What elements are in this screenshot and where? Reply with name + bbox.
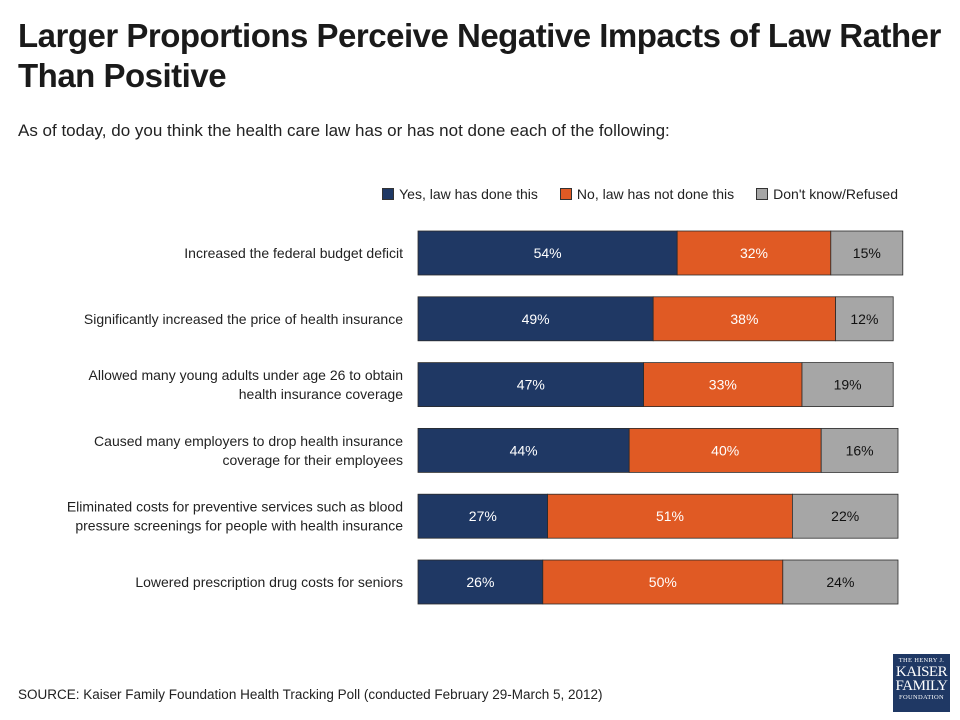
data-label: 15% bbox=[853, 245, 881, 261]
category-label: Increased the federal budget deficit bbox=[184, 245, 403, 261]
category-label: Caused many employers to drop health ins… bbox=[94, 433, 403, 468]
bar-segment-dont-know bbox=[782, 559, 899, 605]
logo-line-4: FOUNDATION bbox=[899, 694, 944, 701]
bar-segment-yes bbox=[417, 362, 645, 408]
category-label: Eliminated costs for preventive services… bbox=[67, 499, 403, 534]
logo-line-3: FAMILY bbox=[895, 678, 948, 694]
source-note: SOURCE: Kaiser Family Foundation Health … bbox=[18, 687, 603, 702]
chart-subtitle: As of today, do you think the health car… bbox=[18, 121, 670, 140]
data-label: 49% bbox=[522, 311, 550, 327]
bar-segment-no bbox=[547, 493, 793, 539]
legend-swatch bbox=[756, 188, 769, 200]
data-label: 22% bbox=[831, 508, 859, 524]
data-label: 19% bbox=[834, 377, 862, 393]
bar-segment-dont-know bbox=[801, 362, 894, 408]
data-label: 54% bbox=[534, 245, 562, 261]
category-label: Significantly increased the price of hea… bbox=[84, 311, 403, 327]
bar-segment-dont-know bbox=[820, 427, 899, 473]
bar-segment-no bbox=[628, 427, 822, 473]
data-label: 33% bbox=[709, 377, 737, 393]
bar-row: Eliminated costs for preventive services… bbox=[67, 493, 899, 539]
bar-segment-dont-know bbox=[792, 493, 899, 539]
chart-legend: Yes, law has done this No, law has not do… bbox=[360, 186, 898, 202]
legend-swatch bbox=[382, 188, 395, 200]
bar-segment-yes bbox=[417, 559, 544, 605]
legend-item-3: Don't know/Refused bbox=[756, 186, 898, 202]
bar-row: Significantly increased the price of hea… bbox=[84, 296, 894, 342]
bar-row: Caused many employers to drop health ins… bbox=[94, 427, 899, 473]
data-label: 51% bbox=[656, 508, 684, 524]
bar-segment-dont-know bbox=[835, 296, 894, 342]
legend-item-1: Yes, law has done this bbox=[382, 186, 538, 202]
bar-segment-no bbox=[676, 230, 832, 276]
legend-label: No, law has not done this bbox=[576, 186, 735, 202]
bar-segment-yes bbox=[417, 296, 654, 342]
data-label: 12% bbox=[850, 311, 878, 327]
logo-line-1: THE HENRY J. bbox=[898, 657, 945, 664]
data-label: 50% bbox=[649, 574, 677, 590]
legend-label: Yes, law has done this bbox=[399, 186, 538, 202]
legend-item-2: No, law has not done this bbox=[559, 186, 735, 202]
data-label: 27% bbox=[469, 508, 497, 524]
legend-swatch bbox=[559, 188, 572, 200]
data-label: 16% bbox=[846, 442, 874, 458]
data-label: 40% bbox=[711, 442, 739, 458]
data-label: 47% bbox=[517, 377, 545, 393]
data-label: 32% bbox=[740, 245, 768, 261]
bar-segment-no bbox=[643, 362, 803, 408]
legend-label: Don't know/Refused bbox=[773, 186, 898, 202]
bar-segment-yes bbox=[417, 230, 678, 276]
data-label: 26% bbox=[466, 574, 494, 590]
category-label: Allowed many young adults under age 26 t… bbox=[89, 367, 404, 402]
data-label: 24% bbox=[826, 574, 854, 590]
data-label: 44% bbox=[510, 442, 538, 458]
data-label: 38% bbox=[730, 311, 758, 327]
bar-segment-dont-know bbox=[830, 230, 904, 276]
logo-line-2: KAISER bbox=[895, 664, 948, 680]
bar-row: Increased the federal budget deficit 54% 3… bbox=[184, 230, 904, 276]
category-label: Lowered prescription drug costs for seni… bbox=[135, 574, 403, 590]
bar-row: Allowed many young adults under age 26 t… bbox=[89, 362, 894, 408]
bar-segment-no bbox=[652, 296, 837, 342]
bar-row: Lowered prescription drug costs for seni… bbox=[135, 559, 899, 605]
bar-segment-no bbox=[542, 559, 784, 605]
bar-segment-yes bbox=[417, 427, 630, 473]
chart-title: Larger Proportions Perceive Negative Imp… bbox=[18, 17, 941, 94]
kaiser-family-foundation-logo: THE HENRY J. KAISER FAMILY FOUNDATION bbox=[893, 654, 950, 712]
bar-segment-yes bbox=[417, 493, 549, 539]
